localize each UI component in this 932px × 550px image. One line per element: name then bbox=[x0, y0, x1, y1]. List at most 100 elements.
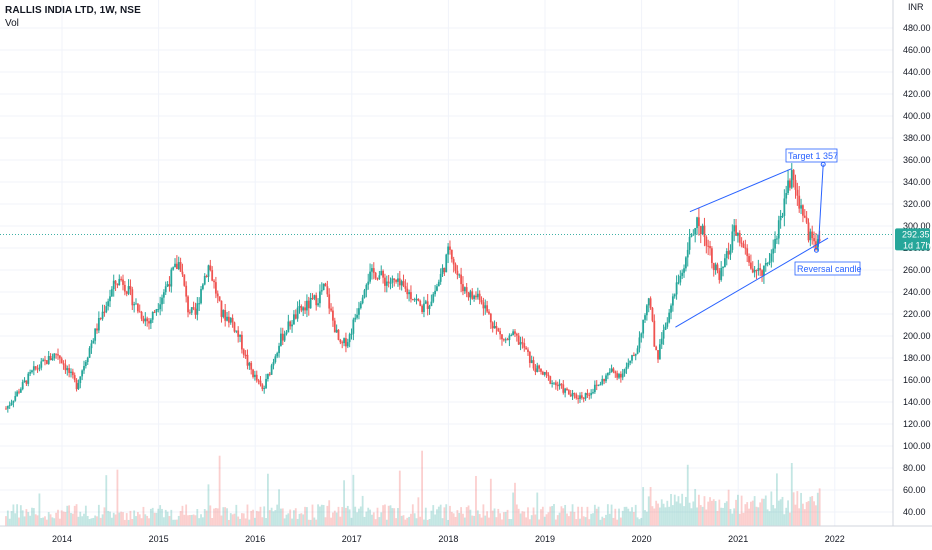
candle-body bbox=[84, 362, 87, 367]
volume-bar bbox=[320, 504, 323, 526]
volume-bar bbox=[317, 504, 319, 526]
volume-bar bbox=[564, 504, 567, 526]
candle-body bbox=[684, 257, 687, 269]
candle-body bbox=[432, 294, 435, 302]
candle-body bbox=[681, 272, 684, 276]
candle-body bbox=[235, 330, 238, 332]
volume-bar bbox=[623, 506, 626, 526]
candle-body bbox=[123, 284, 126, 292]
candle-body bbox=[599, 384, 602, 386]
candle-body bbox=[725, 251, 728, 259]
volume-bar bbox=[499, 513, 502, 526]
candle-body bbox=[521, 342, 524, 344]
candle-body bbox=[662, 330, 665, 339]
candle-body bbox=[109, 296, 111, 302]
candle-body bbox=[774, 239, 776, 249]
candle-body bbox=[66, 368, 69, 371]
candle-body bbox=[159, 304, 162, 310]
volume-bar bbox=[428, 519, 431, 526]
volume-bar bbox=[319, 506, 321, 526]
volume-bar bbox=[766, 509, 769, 526]
candle-body bbox=[254, 374, 256, 377]
volume-bar bbox=[458, 512, 461, 526]
candle-body bbox=[527, 349, 529, 352]
volume-bar bbox=[727, 489, 730, 526]
volume-bar bbox=[608, 513, 611, 526]
volume-bar bbox=[510, 519, 513, 526]
candle-body bbox=[83, 366, 85, 371]
candle-body bbox=[62, 363, 65, 365]
volume-bar bbox=[281, 508, 284, 526]
reversal-candle-marker[interactable] bbox=[813, 247, 819, 253]
trend-drawings[interactable]: Target 1 357 Reversal candle bbox=[0, 148, 893, 328]
candle-body bbox=[31, 370, 33, 373]
target-annotation[interactable]: Target 1 357 bbox=[785, 148, 838, 163]
volume-bar bbox=[737, 494, 739, 526]
volume-bar bbox=[634, 504, 637, 526]
y-tick-label: 380.00 bbox=[903, 133, 931, 143]
candle-body bbox=[246, 354, 249, 366]
candle-body bbox=[636, 348, 639, 354]
candle-body bbox=[140, 311, 143, 319]
volume-bar bbox=[816, 492, 819, 526]
volume-bar bbox=[798, 508, 801, 526]
candle-body bbox=[289, 321, 292, 327]
candle-body bbox=[181, 271, 184, 275]
volume-bar bbox=[423, 519, 425, 526]
candle-body bbox=[515, 333, 518, 336]
candle-body bbox=[248, 362, 251, 366]
candle-body bbox=[315, 295, 318, 306]
candle-body bbox=[670, 305, 672, 313]
candle-body bbox=[153, 312, 156, 314]
volume-bar bbox=[528, 519, 531, 526]
candle-body bbox=[395, 280, 397, 282]
candle-body bbox=[226, 316, 228, 321]
candle-body bbox=[755, 269, 758, 271]
candle-body bbox=[497, 328, 500, 332]
candle-body bbox=[803, 215, 806, 218]
volume-bar bbox=[692, 501, 695, 526]
reversal-annotation[interactable]: Reversal candle bbox=[794, 261, 862, 276]
candle-body bbox=[709, 246, 711, 249]
candle-body bbox=[571, 393, 574, 397]
candle-body bbox=[32, 366, 35, 371]
volume-bar bbox=[658, 507, 661, 526]
channel-lower-line[interactable] bbox=[675, 237, 829, 328]
target-projection-line[interactable] bbox=[817, 164, 824, 247]
candle-body bbox=[666, 322, 669, 327]
volume-bar bbox=[807, 501, 810, 526]
candle-body bbox=[501, 334, 503, 340]
volume-bar bbox=[712, 499, 715, 526]
volume-bar bbox=[23, 516, 26, 526]
volume-bar bbox=[216, 508, 219, 526]
candle-body bbox=[110, 289, 113, 297]
channel-upper-line[interactable] bbox=[689, 168, 792, 213]
candle-body bbox=[187, 296, 189, 313]
candle-body bbox=[361, 297, 364, 304]
volume-bar bbox=[790, 463, 793, 526]
volume-bar bbox=[640, 517, 643, 526]
candle-body bbox=[493, 326, 496, 329]
volume-bar bbox=[27, 512, 30, 526]
volume-bar bbox=[244, 518, 247, 526]
volume-bar bbox=[369, 509, 371, 526]
volume-bar bbox=[595, 508, 598, 526]
volume-label: Vol bbox=[5, 18, 19, 29]
candle-body bbox=[502, 339, 505, 341]
candle-body bbox=[341, 342, 344, 344]
candle-body bbox=[579, 395, 581, 399]
candle-body bbox=[605, 375, 607, 382]
candle-body bbox=[101, 311, 104, 319]
volume-bar bbox=[714, 501, 717, 526]
volume-bar bbox=[664, 507, 667, 526]
candle-body bbox=[96, 328, 98, 331]
candle-body bbox=[631, 355, 633, 361]
volume-bar bbox=[8, 518, 11, 526]
candle-body bbox=[673, 294, 676, 297]
candle-body bbox=[473, 295, 476, 299]
candle-body bbox=[164, 286, 167, 293]
candle-body bbox=[722, 267, 724, 269]
volume-bar bbox=[603, 518, 606, 526]
volume-bar bbox=[213, 508, 215, 526]
